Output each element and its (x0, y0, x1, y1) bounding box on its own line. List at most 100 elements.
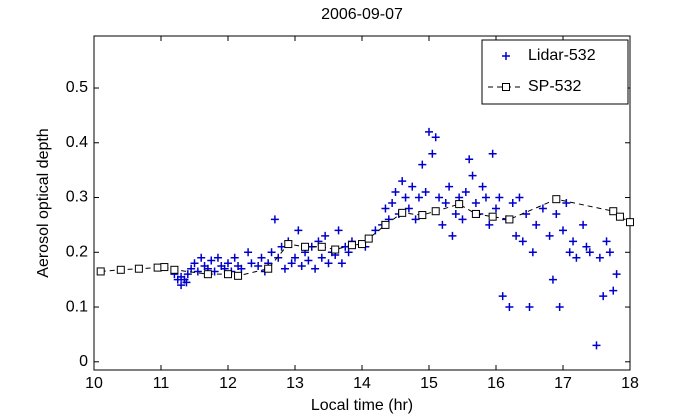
plus-marker (451, 209, 460, 218)
plus-marker (324, 259, 333, 268)
x-tick-label: 16 (487, 375, 505, 392)
square-marker (398, 208, 407, 217)
square-marker (264, 264, 273, 273)
x-tick-label: 17 (554, 375, 572, 392)
plus-marker (190, 259, 199, 268)
plus-marker (230, 253, 239, 262)
square-marker (203, 270, 212, 279)
plus-marker (488, 149, 497, 158)
plus-marker (441, 199, 450, 207)
plus-marker (411, 215, 420, 224)
plus-marker (538, 204, 547, 213)
plus-marker (404, 204, 413, 213)
plus-marker (498, 292, 507, 301)
plus-marker (428, 149, 437, 158)
plus-marker (522, 209, 531, 218)
plus-marker (337, 259, 346, 268)
plus-marker (297, 261, 306, 270)
plus-marker (562, 199, 571, 207)
plus-marker (485, 220, 494, 229)
square-marker (153, 263, 162, 272)
square-marker (358, 240, 366, 249)
plus-marker (599, 292, 608, 301)
square-marker (552, 195, 561, 204)
y-tick-label: 0.2 (66, 243, 88, 260)
plus-marker (177, 272, 186, 281)
plus-marker (270, 215, 279, 224)
plus-marker (555, 303, 564, 312)
plus-marker (177, 281, 186, 290)
plus-marker (552, 209, 561, 218)
plus-marker (605, 248, 614, 257)
plus-marker (569, 237, 578, 246)
plus-marker (391, 188, 400, 197)
square-marker (224, 270, 232, 279)
plus-marker (532, 220, 541, 229)
plus-marker (502, 52, 510, 60)
plus-marker (515, 193, 524, 202)
plus-marker (435, 193, 444, 202)
plus-marker (431, 133, 440, 142)
plus-marker (244, 248, 253, 257)
square-marker (626, 218, 634, 227)
plus-marker (518, 237, 527, 246)
square-marker (160, 263, 169, 272)
plus-marker (317, 253, 326, 262)
plus-marker (512, 231, 521, 240)
plus-marker (505, 303, 514, 312)
plus-marker (461, 188, 470, 197)
plus-marker (193, 267, 202, 276)
plus-marker (247, 259, 256, 268)
square-marker (96, 267, 105, 276)
plus-marker (595, 253, 604, 262)
plus-marker (207, 256, 216, 265)
square-marker (381, 220, 390, 229)
y-tick-label: 0 (79, 353, 88, 370)
square-marker (431, 207, 440, 216)
y-tick-label: 0.1 (66, 298, 88, 315)
plus-marker (612, 270, 621, 279)
plus-marker (187, 264, 196, 273)
square-marker (502, 83, 510, 91)
plus-marker (414, 193, 423, 202)
plus-marker (559, 226, 567, 235)
square-marker (364, 234, 373, 243)
plus-marker (381, 204, 390, 213)
plus-marker (311, 264, 320, 273)
plus-marker (421, 188, 430, 197)
plus-marker (291, 253, 299, 262)
plus-marker (371, 226, 380, 235)
plus-marker (592, 341, 601, 350)
plus-marker (213, 253, 222, 262)
x-tick-label: 11 (153, 375, 170, 392)
plus-marker (508, 199, 517, 207)
chart-title: 2006-09-07 (321, 6, 403, 23)
plus-marker (277, 242, 286, 251)
square-marker (418, 211, 427, 220)
plus-marker (548, 275, 557, 284)
plus-marker (492, 204, 500, 213)
square-marker (505, 215, 514, 224)
plus-marker (579, 220, 588, 229)
plus-marker (495, 193, 504, 202)
square-marker (471, 209, 480, 218)
plus-marker (257, 253, 266, 262)
plus-marker (465, 155, 474, 164)
square-marker (347, 241, 356, 250)
x-tick-label: 10 (85, 375, 103, 392)
plus-marker (528, 248, 537, 257)
square-marker (234, 271, 243, 280)
plus-marker (334, 226, 343, 235)
plus-marker (418, 160, 427, 169)
plus-marker (321, 231, 330, 240)
square-marker (317, 242, 326, 251)
x-tick-label: 15 (420, 375, 438, 392)
plus-marker (210, 267, 219, 276)
plus-marker (585, 248, 594, 257)
plus-marker (471, 199, 480, 207)
legend-box (481, 39, 629, 105)
plus-marker (388, 199, 397, 207)
plus-marker (344, 248, 353, 257)
plus-marker (304, 256, 313, 265)
